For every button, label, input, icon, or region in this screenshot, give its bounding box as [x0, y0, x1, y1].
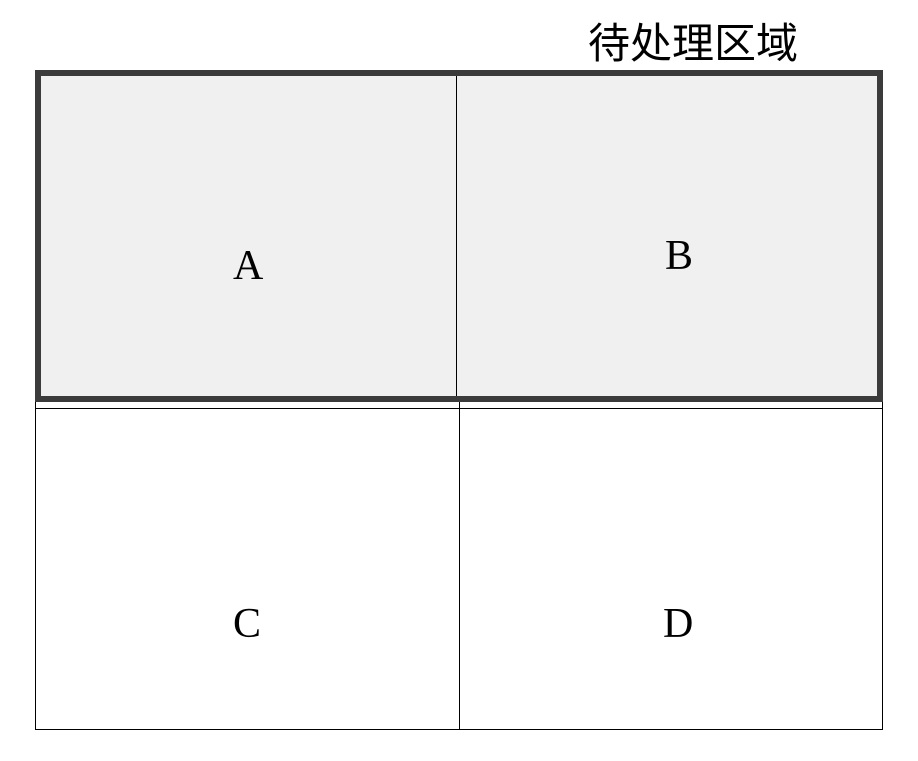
highlight-divider: [456, 76, 457, 396]
cell-label-c: C: [233, 600, 261, 648]
grid-container: A B C D: [35, 70, 883, 730]
cell-label-d: D: [663, 600, 693, 648]
cell-label-b: B: [665, 232, 693, 280]
highlight-region: [35, 70, 883, 402]
diagram-title: 待处理区域: [588, 10, 798, 71]
horizontal-divider: [35, 408, 883, 409]
cell-label-a: A: [233, 242, 263, 290]
